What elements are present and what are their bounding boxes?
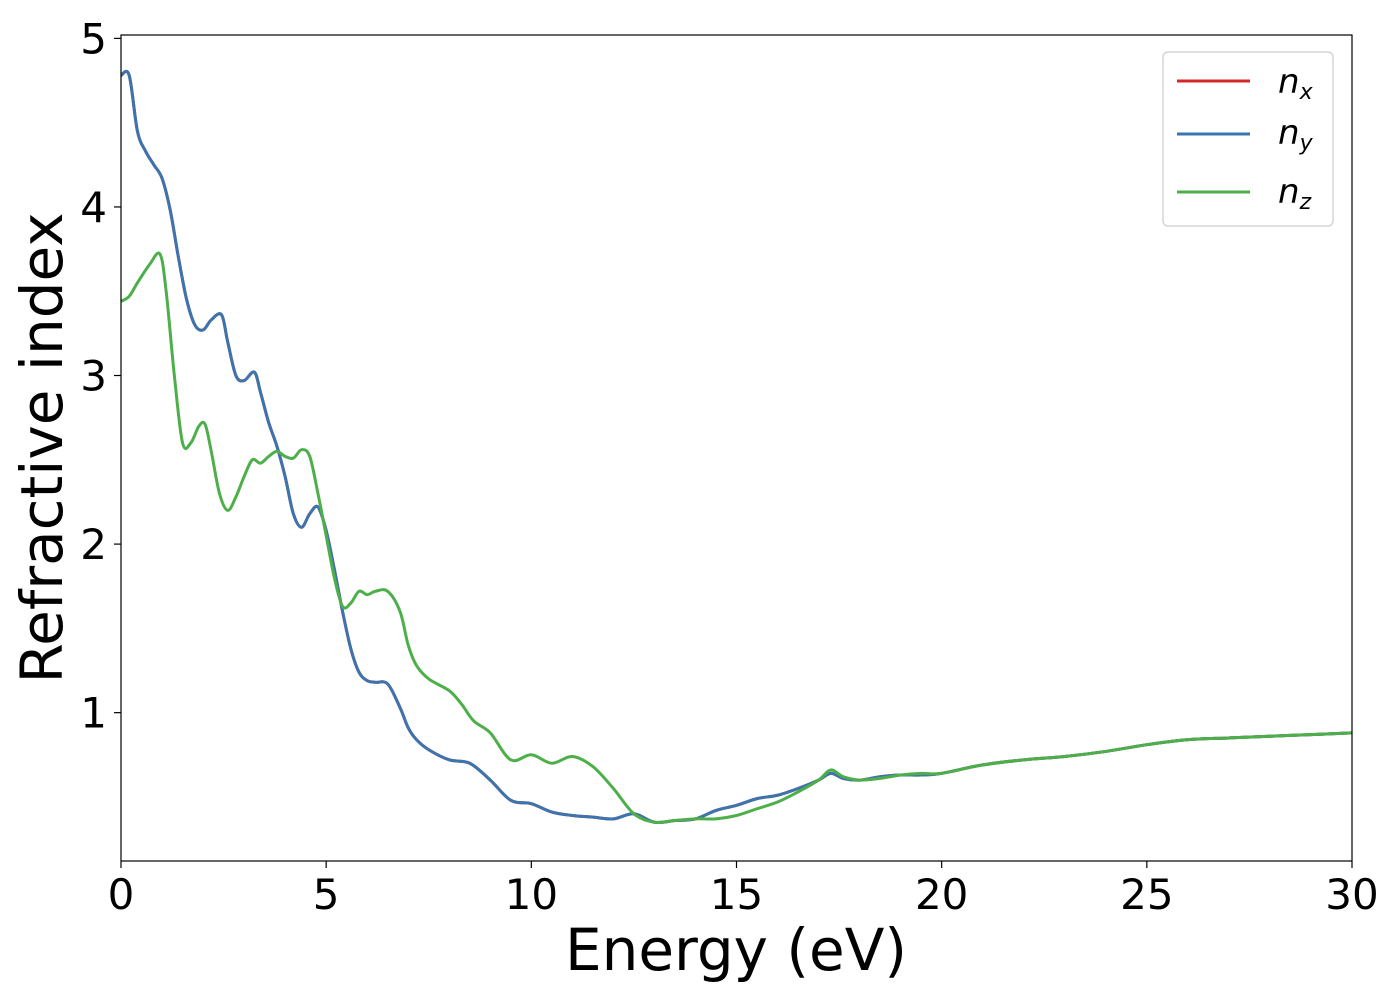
series-line-nz [120, 251, 1353, 825]
legend-label-nz-sub: z [1299, 190, 1312, 215]
legend-label-nx: nx [1278, 62, 1314, 105]
x-tick-label: 20 [915, 870, 968, 919]
legend-label-ny-base: n [1278, 113, 1300, 153]
x-axis-label: Energy (eV) [565, 916, 907, 984]
y-axis: 1 2 3 4 5 [80, 14, 121, 738]
legend-label-ny: ny [1278, 113, 1314, 156]
legend-box [1162, 51, 1334, 227]
plot-background [121, 35, 1352, 861]
y-axis-label: Refractive index [8, 212, 76, 683]
y-tick-label: 2 [80, 520, 107, 569]
y-tick-label: 3 [80, 352, 107, 401]
x-tick-label: 5 [313, 870, 340, 919]
y-tick-label: 1 [80, 689, 107, 738]
x-tick-label: 15 [710, 870, 763, 919]
legend-label-nx-base: n [1278, 62, 1300, 102]
legend-label-nz: nz [1278, 172, 1312, 215]
legend-label-nx-sub: x [1299, 80, 1314, 105]
series-layer [120, 69, 1353, 825]
x-tick-label: 10 [505, 870, 558, 919]
legend-label-nz-base: n [1278, 172, 1300, 212]
y-tick-label: 4 [80, 183, 107, 232]
legend: nx ny nz [1162, 51, 1334, 227]
x-tick-label: 0 [108, 870, 135, 919]
x-tick-label: 30 [1325, 870, 1378, 919]
x-tick-label: 25 [1120, 870, 1173, 919]
legend-label-ny-sub: y [1299, 131, 1314, 156]
y-tick-label: 5 [80, 14, 107, 63]
x-axis: 0 5 10 15 20 25 30 [108, 861, 1379, 919]
